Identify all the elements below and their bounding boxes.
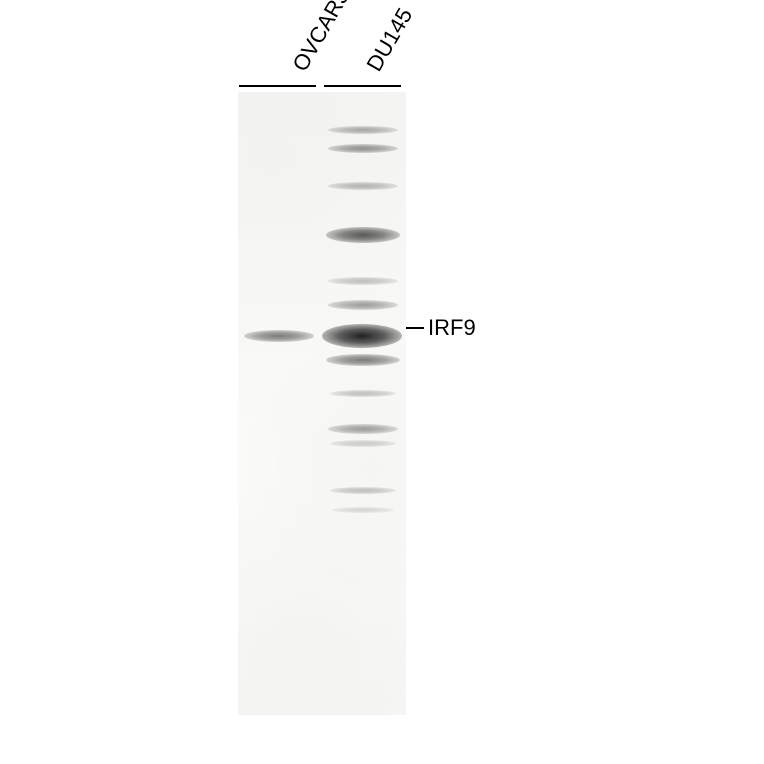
lane-underline-2	[324, 85, 401, 87]
lane-labels-row: OVCAR3 DU145	[278, 35, 384, 61]
band-lane2	[328, 182, 398, 190]
band-lane2	[328, 126, 398, 134]
band-lane2	[330, 487, 396, 494]
band-lane2	[330, 390, 396, 397]
band-lane2	[326, 227, 400, 243]
lane-underline-1	[239, 85, 316, 87]
band-lane2	[328, 424, 398, 434]
western-blot-figure: OVCAR3 DU145 130kDa100kDa70kDa55kDa40kDa…	[120, 30, 700, 750]
band-lane2	[332, 507, 394, 513]
band-lane2	[326, 354, 400, 366]
band-lane2	[330, 440, 396, 447]
target-tick	[406, 327, 424, 329]
lane-label-ovcar3: OVCAR3	[287, 20, 335, 76]
band-lane2	[328, 144, 398, 153]
band-lane2	[328, 300, 398, 310]
lane-label-du145: DU145	[361, 20, 409, 76]
band-lane1	[244, 330, 314, 342]
target-protein-label: IRF9	[406, 315, 476, 341]
lane-underlines	[239, 85, 401, 87]
band-lane2	[328, 277, 398, 285]
blot-membrane	[238, 92, 406, 715]
target-protein-name: IRF9	[428, 315, 476, 341]
band-lane2	[322, 324, 402, 348]
